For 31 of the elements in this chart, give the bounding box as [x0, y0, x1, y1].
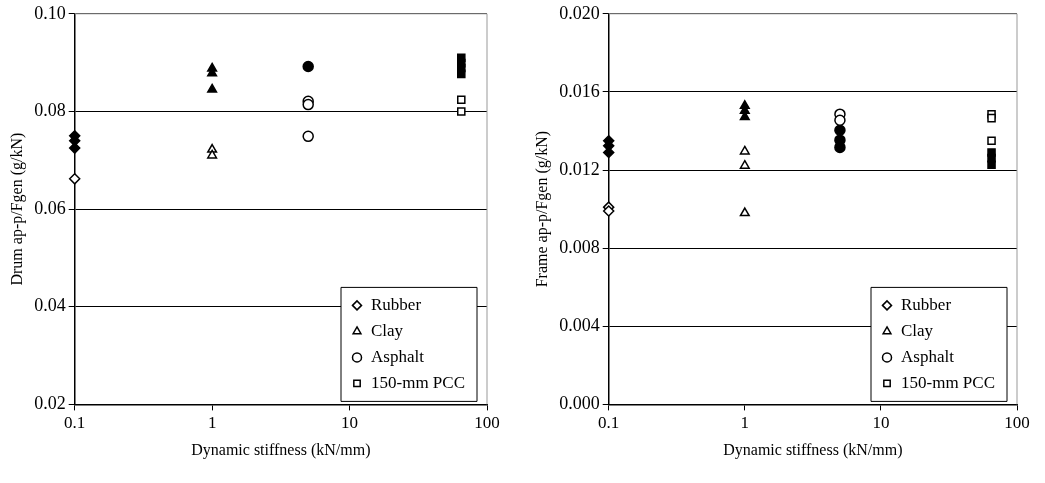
x-tick-label: 10 [872, 413, 890, 433]
x-axis-title: Dynamic stiffness (kN/mm) [191, 440, 371, 459]
legend-label: 150-mm PCC [371, 372, 466, 392]
x-tick-label: 10 [341, 413, 359, 433]
legend-label: Asphalt [901, 346, 955, 366]
y-tick-label: 0.04 [34, 295, 66, 316]
legend-label: 150-mm PCC [901, 372, 996, 392]
y-tick-label: 0.012 [559, 158, 600, 179]
y-tick-label: 0.06 [34, 197, 66, 218]
y-axis-title: Drum ap-p/Fgen (g/kN) [7, 132, 26, 286]
legend-label: Rubber [901, 294, 952, 314]
y-tick-label: 0.016 [559, 80, 600, 101]
x-tick-label: 100 [474, 413, 500, 433]
y-axis-title: Frame ap-p/Fgen (g/kN) [532, 130, 551, 288]
x-axis-title: Dynamic stiffness (kN/mm) [723, 440, 903, 459]
legend-label: Clay [371, 320, 404, 340]
y-tick-label: 0.000 [559, 393, 600, 414]
x-tick-label: 100 [1004, 413, 1030, 433]
legend-label: Asphalt [371, 346, 425, 366]
x-tick-label: 1 [740, 413, 750, 433]
y-tick-label: 0.10 [34, 2, 66, 23]
x-tick-label: 0.1 [598, 413, 620, 433]
legend-label: Rubber [371, 294, 422, 314]
x-tick-label: 0.1 [64, 413, 86, 433]
y-tick-label: 0.004 [559, 315, 600, 336]
y-tick-label: 0.008 [559, 236, 600, 257]
y-tick-label: 0.02 [34, 393, 66, 414]
y-tick-label: 0.020 [559, 2, 600, 23]
legend-label: Clay [901, 320, 934, 340]
x-tick-label: 1 [207, 413, 217, 433]
y-tick-label: 0.08 [34, 100, 66, 121]
